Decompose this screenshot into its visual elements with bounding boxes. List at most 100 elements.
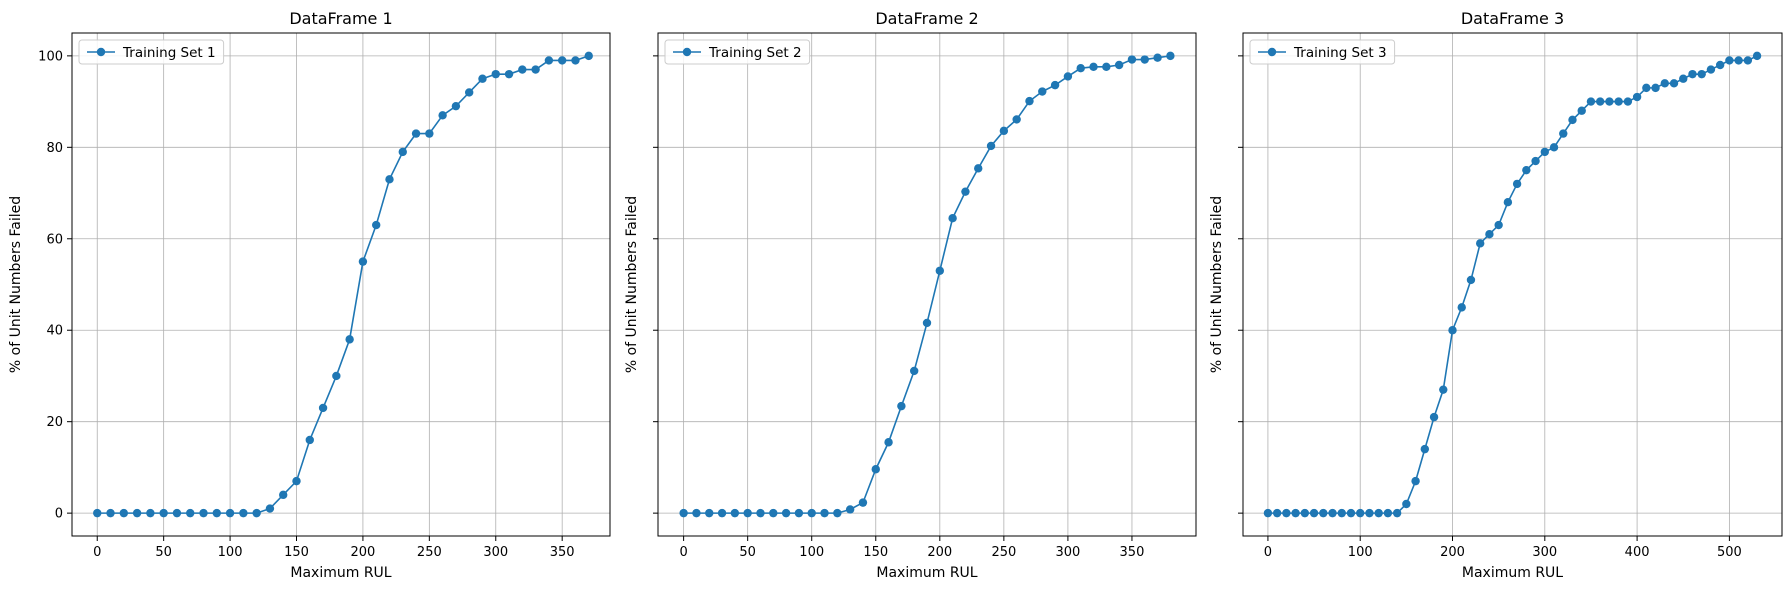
- data-point: [464, 88, 474, 97]
- data-point: [692, 508, 701, 518]
- series-line: [1267, 55, 1758, 514]
- data-point: [1127, 55, 1137, 64]
- y-tick-label: 60: [46, 232, 63, 247]
- data-point: [1752, 51, 1762, 61]
- legend: Training Set 1: [78, 39, 225, 65]
- plot-frame: [657, 32, 1197, 537]
- data-point: [1448, 326, 1457, 335]
- data-point: [478, 74, 487, 83]
- x-tick-label: 0: [679, 545, 687, 560]
- x-tick-label: 50: [739, 545, 756, 560]
- data-point: [922, 318, 932, 328]
- data-point: [1439, 385, 1448, 394]
- x-axis-label: Maximum RUL: [1462, 565, 1563, 581]
- data-point: [531, 65, 540, 74]
- data-point: [1642, 83, 1651, 93]
- chart-title: DataFrame 2: [875, 9, 978, 28]
- data-point: [730, 508, 740, 518]
- data-point: [1457, 303, 1466, 312]
- data-point: [318, 403, 328, 413]
- x-tick-label: 100: [1348, 545, 1373, 560]
- plot-frame: [1242, 32, 1783, 537]
- series-line: [97, 55, 590, 514]
- data-point: [518, 65, 527, 74]
- data-point: [858, 498, 868, 507]
- data-point: [398, 147, 407, 157]
- y-tick-label: 20: [46, 415, 63, 430]
- data-point: [544, 56, 554, 65]
- data-point: [1512, 179, 1522, 189]
- data-point: [1429, 412, 1439, 422]
- data-point: [705, 508, 714, 518]
- data-point: [1337, 508, 1346, 518]
- x-tick-label: 200: [927, 545, 952, 560]
- data-point: [1623, 97, 1633, 106]
- data-point: [1697, 69, 1706, 79]
- data-point: [986, 141, 996, 151]
- data-point: [1402, 499, 1411, 509]
- data-point: [1319, 508, 1328, 518]
- x-tick-label: 500: [1717, 545, 1742, 560]
- data-point: [146, 508, 155, 518]
- data-point: [871, 465, 880, 474]
- data-point: [1715, 60, 1725, 70]
- data-point: [425, 129, 434, 138]
- data-point: [820, 508, 829, 518]
- data-point: [1392, 508, 1402, 518]
- data-point: [1140, 55, 1149, 64]
- data-point: [1420, 444, 1430, 454]
- data-point: [1300, 508, 1310, 518]
- legend-marker: [1267, 47, 1277, 57]
- data-point: [1706, 65, 1716, 74]
- data-point: [1605, 97, 1614, 106]
- data-point: [1025, 96, 1034, 106]
- data-point: [106, 508, 115, 518]
- data-point: [172, 508, 182, 518]
- data-point: [1559, 129, 1568, 138]
- data-point: [756, 508, 765, 518]
- data-point: [119, 508, 129, 518]
- data-point: [1102, 62, 1111, 72]
- data-point: [557, 56, 567, 65]
- data-point: [1263, 508, 1273, 518]
- data-point: [372, 220, 381, 230]
- y-tick-label: 80: [46, 141, 63, 156]
- data-point: [1475, 239, 1485, 248]
- x-tick-label: 100: [218, 545, 243, 560]
- x-tick-label: 200: [351, 545, 376, 560]
- data-point: [1050, 80, 1060, 90]
- x-tick-label: 350: [550, 545, 575, 560]
- data-point: [199, 508, 208, 518]
- data-point: [1549, 143, 1559, 152]
- data-point: [1725, 56, 1734, 65]
- x-tick-label: 200: [1440, 545, 1465, 560]
- chart-title: DataFrame 1: [289, 9, 392, 28]
- data-point: [1328, 508, 1337, 518]
- x-tick-label: 250: [991, 545, 1016, 560]
- x-tick-label: 300: [1055, 545, 1080, 560]
- data-point: [1166, 51, 1175, 61]
- data-point: [292, 476, 301, 486]
- data-point: [1743, 56, 1753, 65]
- y-tick-label: 100: [38, 49, 63, 64]
- x-tick-label: 400: [1625, 545, 1650, 560]
- data-point: [1114, 60, 1124, 70]
- data-point: [305, 435, 314, 445]
- data-point: [1660, 79, 1669, 88]
- legend: Training Set 3: [1249, 39, 1396, 65]
- y-axis-label: % of Unit Numbers Failed: [624, 196, 640, 373]
- data-point: [845, 505, 855, 514]
- data-point: [743, 508, 752, 518]
- data-point: [717, 508, 727, 518]
- legend-label: Training Set 2: [708, 45, 802, 61]
- data-point: [1577, 106, 1586, 115]
- x-tick-label: 50: [155, 545, 172, 560]
- data-point: [1669, 79, 1679, 88]
- data-point: [909, 366, 919, 376]
- data-point: [411, 129, 421, 138]
- data-point: [1153, 53, 1162, 62]
- data-point: [239, 508, 248, 518]
- data-point: [1291, 508, 1300, 518]
- data-point: [491, 69, 500, 79]
